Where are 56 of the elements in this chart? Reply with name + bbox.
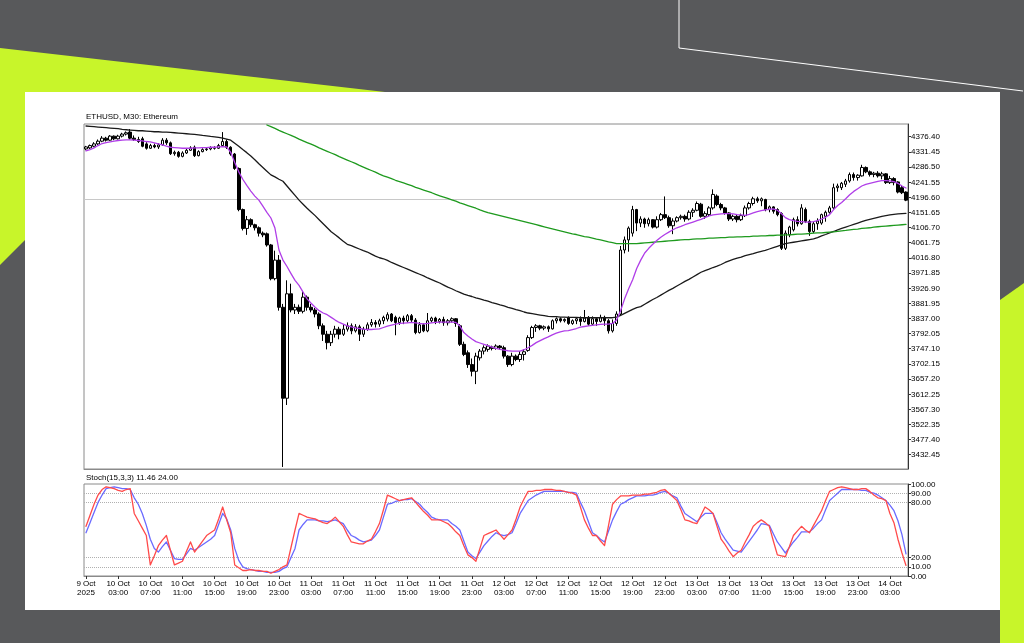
y-tick-label: 3926.90 — [911, 283, 941, 293]
x-tick-label: 12 Oct 23:00 — [653, 579, 678, 597]
y-tick-label: 4286.50 — [911, 162, 941, 172]
x-tick-label: 10 Oct 03:00 — [106, 579, 131, 597]
y-tick-label: 4241.55 — [911, 177, 941, 187]
x-tick-label: 12 Oct 15:00 — [588, 579, 614, 597]
y-tick-label: 100.00 — [911, 479, 937, 489]
y-tick-label: 3432.45 — [911, 450, 941, 460]
y-tick-label: 10.00 — [911, 562, 932, 572]
x-tick-label: 13 Oct 11:00 — [749, 579, 774, 597]
x-tick-label: 13 Oct 19:00 — [813, 579, 839, 597]
y-tick-label: 4016.80 — [911, 253, 941, 263]
x-tick-label: 12 Oct 07:00 — [524, 579, 549, 597]
x-tick-label: 13 Oct 03:00 — [685, 579, 710, 597]
y-tick-label: 3881.95 — [911, 298, 941, 308]
y-tick-label: 3837.00 — [911, 313, 941, 323]
y-tick-label: 3702.15 — [911, 359, 941, 369]
y-tick-label: 4331.45 — [911, 147, 941, 157]
x-tick-label: 10 Oct 19:00 — [235, 579, 260, 597]
y-tick-label: 4061.75 — [911, 238, 941, 248]
x-tick-label: 14 Oct 03:00 — [878, 579, 903, 597]
x-tick-label: 11 Oct 23:00 — [460, 579, 485, 597]
x-tick-label: 11 Oct 15:00 — [396, 579, 420, 597]
x-tick-label: 12 Oct 11:00 — [556, 579, 581, 597]
x-tick-label: 12 Oct 03:00 — [492, 579, 517, 597]
x-tick-label: 11 Oct 19:00 — [428, 579, 452, 597]
chart-title: ETHUSD, M30: Ethereum — [86, 111, 179, 121]
x-tick-label: 13 Oct 07:00 — [717, 579, 742, 597]
chart-title: Stoch(15,3,3) 11.46 24.00 — [86, 472, 179, 482]
y-tick-label: 0.00 — [911, 571, 928, 581]
x-tick-label: 9 Oct 2025 — [76, 579, 97, 597]
x-tick-label: 11 Oct 11:00 — [363, 579, 388, 597]
y-tick-label: 90.00 — [911, 488, 932, 498]
y-tick-label: 3792.05 — [911, 329, 941, 339]
x-tick-label: 12 Oct 19:00 — [620, 579, 646, 597]
y-tick-label: 3657.20 — [911, 374, 941, 384]
y-tick-label: 3522.35 — [911, 419, 941, 429]
y-tick-label: 3747.10 — [911, 344, 941, 354]
y-tick-label: 4151.65 — [911, 207, 941, 217]
x-tick-label: 13 Oct 23:00 — [845, 579, 871, 597]
y-tick-label: 3477.40 — [911, 435, 941, 445]
y-tick-label: 3567.30 — [911, 404, 941, 414]
x-tick-label: 10 Oct 11:00 — [170, 579, 196, 597]
y-tick-label: 3612.25 — [911, 389, 941, 399]
y-tick-label: 20.00 — [911, 553, 932, 563]
y-tick-label: 4196.60 — [911, 192, 941, 202]
x-tick-label: 13 Oct 15:00 — [781, 579, 806, 597]
x-tick-label: 11 Oct 07:00 — [331, 579, 356, 597]
x-tick-label: 10 Oct 07:00 — [138, 579, 163, 597]
y-tick-label: 4106.70 — [911, 223, 941, 233]
x-tick-label: 11 Oct 03:00 — [299, 579, 324, 597]
y-tick-label: 3971.85 — [911, 268, 941, 278]
y-tick-label: 4376.40 — [911, 132, 941, 142]
x-tick-label: 10 Oct 15:00 — [202, 579, 228, 597]
x-tick-label: 10 Oct 23:00 — [267, 579, 292, 597]
y-tick-label: 80.00 — [911, 497, 932, 507]
